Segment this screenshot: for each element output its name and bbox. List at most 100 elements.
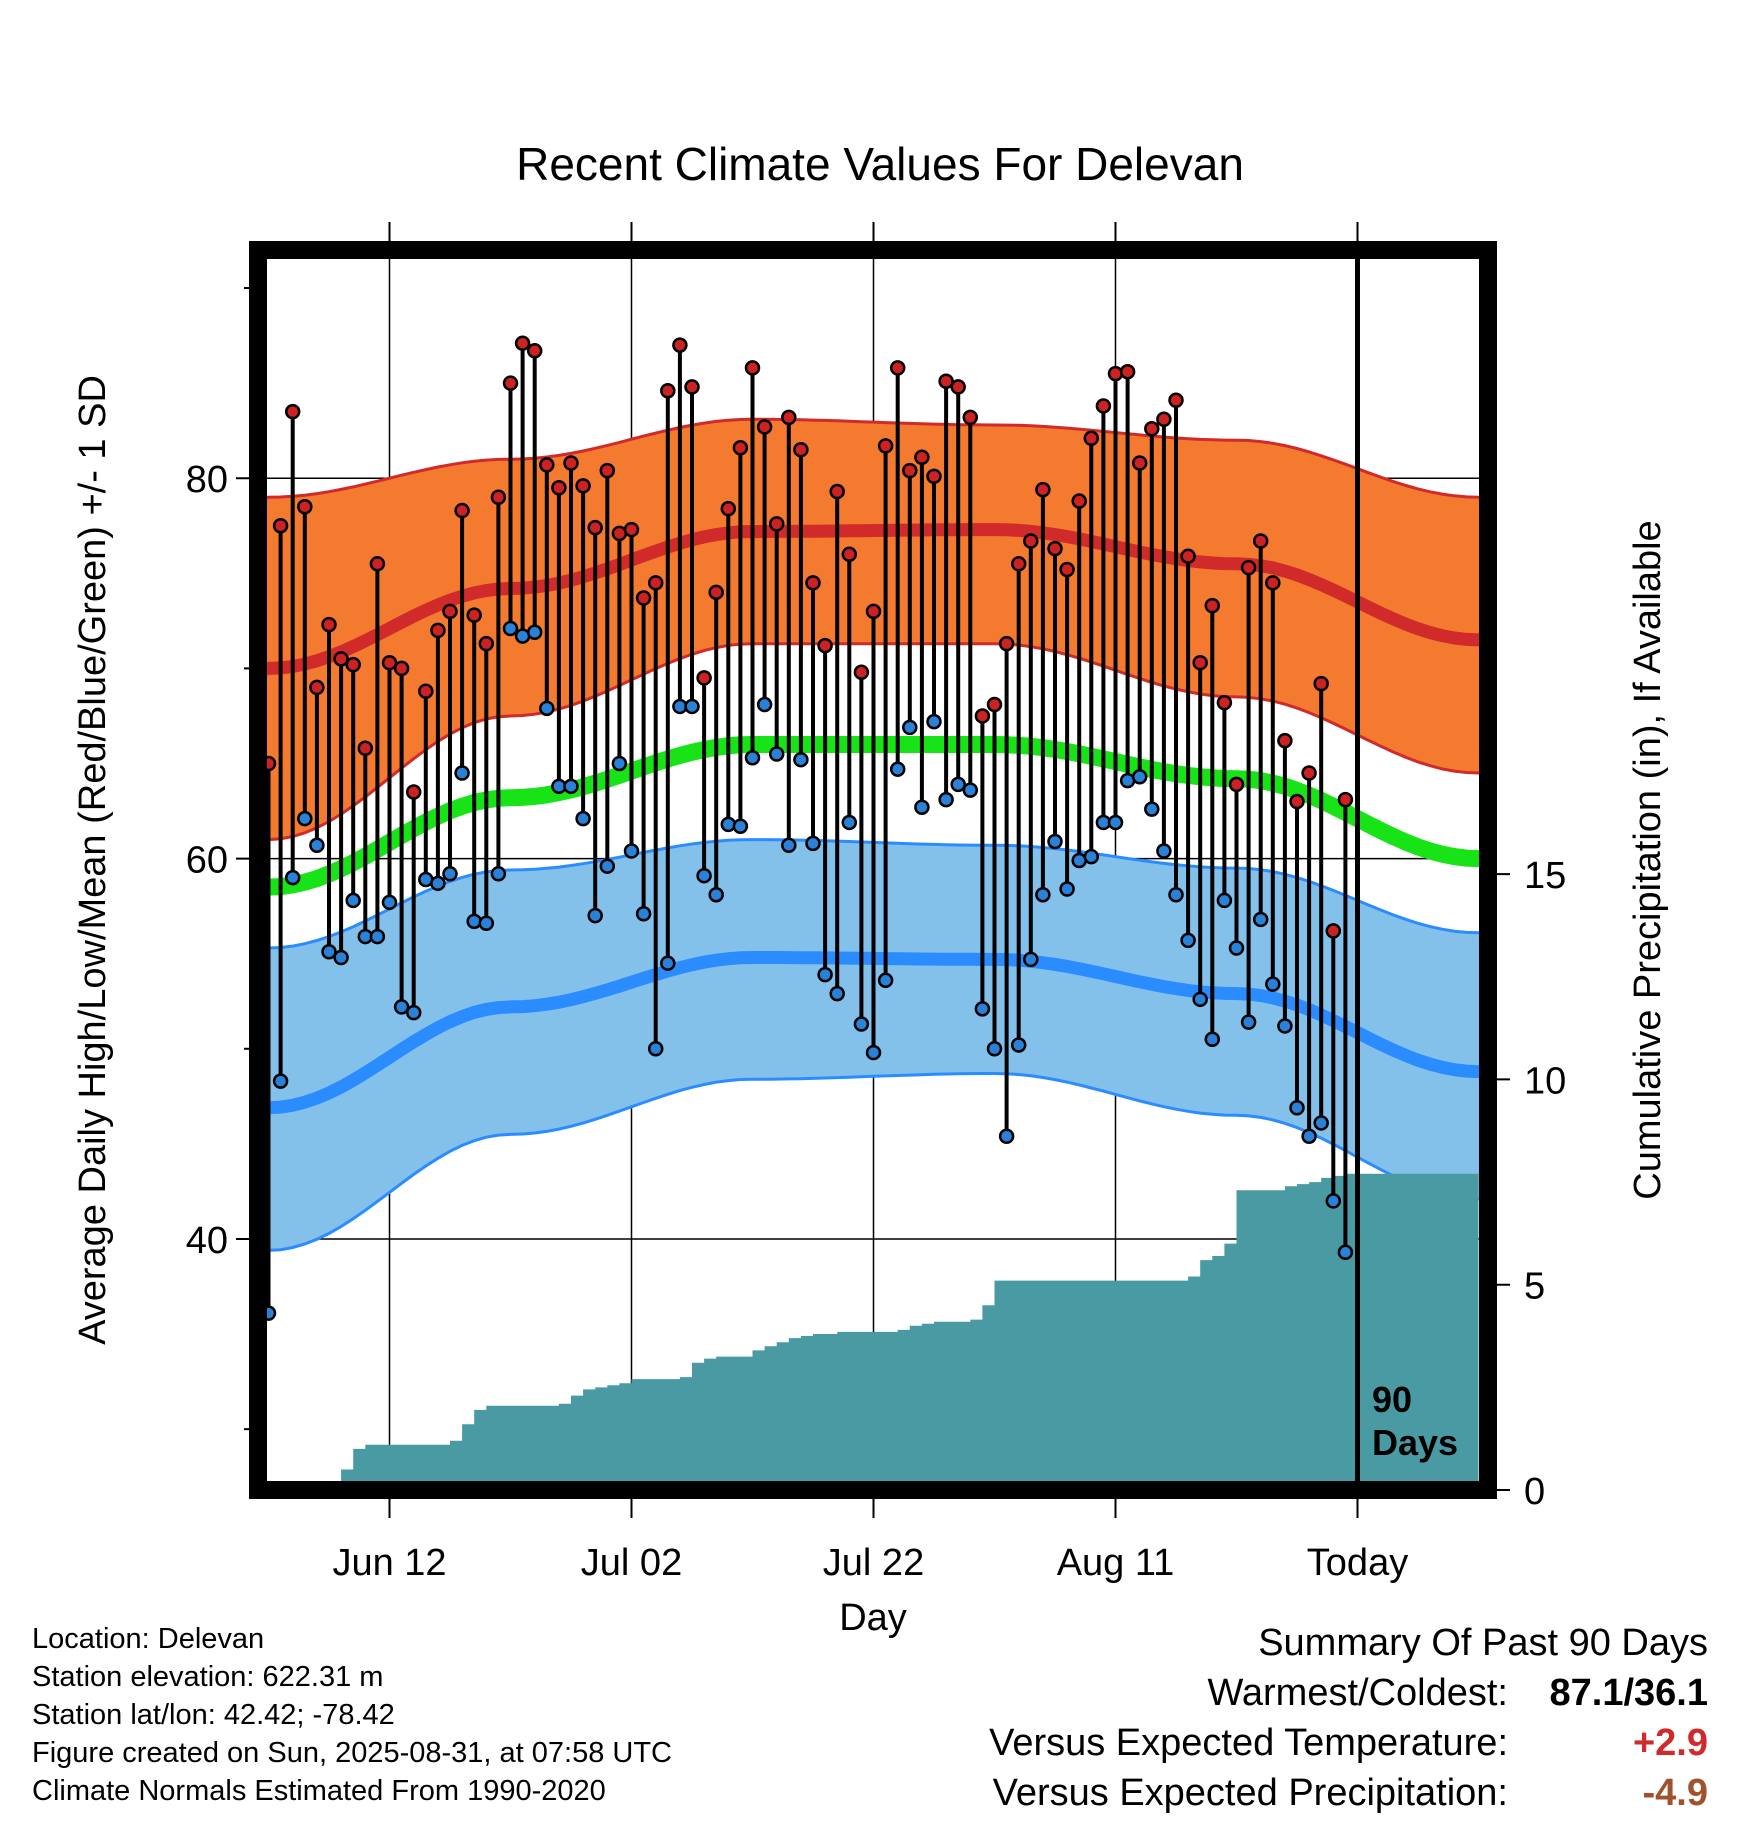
low-dot-55 <box>926 713 942 730</box>
y2-tick-label-3: 15 <box>1524 855 1566 897</box>
low-dot-79 <box>1216 892 1233 909</box>
low-dot-36 <box>696 867 712 884</box>
high-dot-27 <box>587 519 603 536</box>
high-dot-30 <box>623 521 640 538</box>
x-tick-label-4: Today <box>1307 1542 1408 1584</box>
low-dot-39 <box>732 818 749 835</box>
high-dot-54 <box>914 449 930 466</box>
low-dot-10 <box>381 894 398 911</box>
high-dot-56 <box>938 373 954 389</box>
high-dot-80 <box>1228 776 1245 793</box>
low-dot-9 <box>369 928 386 945</box>
low-dot-22 <box>526 624 543 641</box>
high-dot-71 <box>1119 363 1136 380</box>
high-dot-79 <box>1216 694 1233 711</box>
low-dot-85 <box>1289 1099 1305 1116</box>
window-annotation-number: 90 <box>1372 1379 1412 1420</box>
low-dot-77 <box>1192 991 1208 1008</box>
low-dot-30 <box>623 843 640 859</box>
low-dot-6 <box>333 949 349 966</box>
high-dot-19 <box>490 489 507 505</box>
low-dot-64 <box>1035 886 1051 903</box>
high-dot-73 <box>1144 421 1160 437</box>
high-dot-25 <box>563 455 579 471</box>
low-dot-54 <box>914 799 930 815</box>
y2-tick-label-2: 10 <box>1524 1060 1566 1102</box>
y-tick-label-0: 40 <box>186 1220 228 1262</box>
high-dot-2 <box>284 403 301 420</box>
low-dot-35 <box>684 698 700 715</box>
high-dot-42 <box>768 516 785 532</box>
y2-axis-ticks: 0 5 10 15 <box>1488 855 1566 1513</box>
low-dot-76 <box>1180 932 1196 949</box>
high-dot-34 <box>672 337 688 353</box>
high-dot-63 <box>1023 533 1039 549</box>
low-dot-62 <box>1010 1037 1027 1053</box>
high-dot-33 <box>660 382 676 399</box>
high-dot-16 <box>454 502 470 519</box>
low-dot-87 <box>1313 1115 1329 1131</box>
low-dot-56 <box>938 791 954 808</box>
low-dot-89 <box>1337 1244 1354 1261</box>
high-dot-41 <box>756 419 773 435</box>
high-dot-62 <box>1010 556 1027 572</box>
low-dot-15 <box>442 866 458 882</box>
low-dot-83 <box>1265 976 1281 992</box>
low-dot-28 <box>599 858 616 874</box>
high-dot-13 <box>418 683 434 699</box>
high-dot-21 <box>514 335 531 351</box>
x-tick-label-1: Jul 02 <box>581 1542 682 1584</box>
high-dot-37 <box>708 584 724 601</box>
high-dot-68 <box>1083 430 1100 447</box>
y2-tick-label-0: 0 <box>1524 1471 1545 1513</box>
plot-area <box>258 250 1488 1490</box>
low-dot-43 <box>781 837 797 854</box>
precipitation-area <box>268 1173 1479 1490</box>
low-dot-51 <box>877 972 894 989</box>
low-dot-27 <box>587 907 603 924</box>
high-dot-58 <box>962 409 979 426</box>
low-dot-57 <box>950 776 966 793</box>
normal-high-band-upper-edge <box>258 417 1488 499</box>
high-dot-49 <box>853 664 870 680</box>
low-dot-70 <box>1107 814 1124 831</box>
high-dot-85 <box>1289 793 1305 810</box>
high-dot-40 <box>744 360 761 376</box>
daily-dots <box>260 335 1354 1321</box>
y-axis-ticks: 40 60 80 <box>186 287 258 1431</box>
high-dot-23 <box>539 457 555 473</box>
high-dot-78 <box>1204 597 1221 614</box>
high-dot-51 <box>877 438 894 454</box>
high-dot-11 <box>393 660 410 677</box>
high-dot-44 <box>793 441 809 458</box>
low-dot-68 <box>1083 848 1100 865</box>
high-dot-15 <box>442 603 458 620</box>
x-tick-label-2: Jul 22 <box>823 1542 924 1584</box>
high-dot-20 <box>502 375 519 391</box>
low-dot-44 <box>793 751 809 768</box>
precip-value: -4.9 <box>1642 1772 1708 1814</box>
high-dot-47 <box>829 483 845 500</box>
high-dot-77 <box>1192 654 1208 671</box>
high-dot-8 <box>357 740 374 757</box>
high-dot-12 <box>405 784 422 800</box>
low-dot-72 <box>1131 769 1148 785</box>
low-dot-2 <box>284 869 301 886</box>
normals-line: Climate Normals Estimated From 1990-2020 <box>32 1775 606 1807</box>
normal-high-line <box>258 523 1488 675</box>
low-dot-52 <box>889 761 906 777</box>
low-dot-40 <box>744 750 761 766</box>
summary-row-precip: Versus Expected Precipitation: -4.9 <box>728 1768 1708 1818</box>
precip-label: Versus Expected Precipitation: <box>992 1772 1508 1814</box>
low-dot-31 <box>635 905 652 922</box>
high-dot-76 <box>1180 548 1196 564</box>
high-dot-22 <box>526 343 543 359</box>
low-dot-48 <box>841 814 858 831</box>
high-dot-4 <box>309 679 325 696</box>
low-dot-16 <box>454 765 470 781</box>
high-dot-81 <box>1240 559 1257 576</box>
low-dot-60 <box>986 1041 1003 1057</box>
high-dot-65 <box>1047 540 1063 557</box>
latlon-line: Station lat/lon: 42.42; -78.42 <box>32 1699 395 1731</box>
y-tick-label-1: 60 <box>186 840 228 882</box>
